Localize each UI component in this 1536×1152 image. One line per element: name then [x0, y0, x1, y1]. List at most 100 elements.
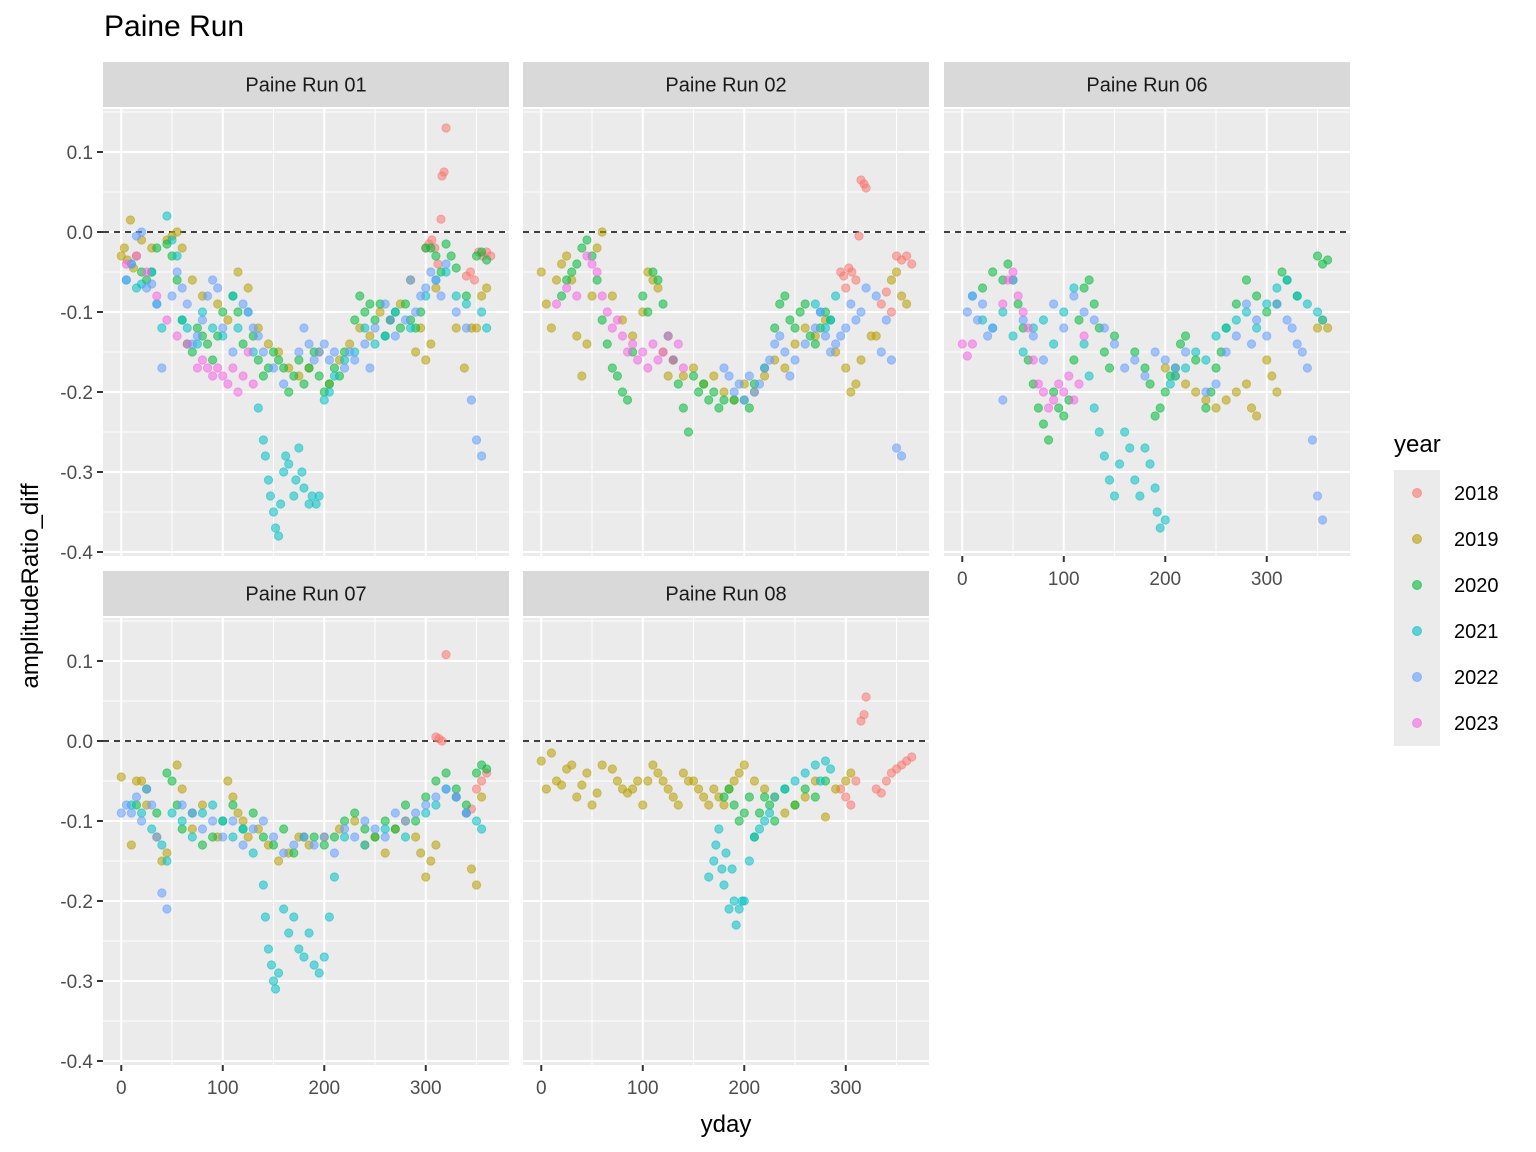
data-point-2019 — [177, 784, 187, 794]
data-point-2022 — [243, 307, 253, 317]
data-point-2019 — [416, 848, 426, 858]
data-point-2022 — [1038, 355, 1049, 365]
data-point-2019 — [1267, 371, 1277, 381]
data-point-2021 — [476, 307, 487, 317]
data-point-2021 — [157, 323, 167, 333]
data-point-2021 — [1094, 427, 1104, 437]
data-point-2019 — [431, 840, 441, 850]
data-point-2020 — [770, 323, 780, 333]
data-point-2019 — [749, 776, 760, 786]
data-point-2020 — [192, 323, 202, 333]
data-point-2018 — [881, 287, 891, 297]
data-point-2022 — [167, 291, 177, 301]
data-point-2018 — [854, 231, 864, 241]
data-point-2018 — [437, 736, 447, 746]
data-point-2022 — [967, 291, 978, 301]
data-point-2021 — [1120, 427, 1130, 437]
data-point-2021 — [714, 824, 724, 834]
data-point-2019 — [612, 776, 622, 786]
data-point-2021 — [284, 928, 294, 938]
data-point-2022 — [1170, 363, 1181, 373]
data-point-2021 — [1231, 315, 1241, 325]
x-tick-label: 300 — [410, 1078, 442, 1099]
data-point-2022 — [294, 347, 304, 357]
data-point-2022 — [466, 395, 477, 405]
x-tick-label: 200 — [308, 1078, 340, 1099]
data-point-2020 — [208, 832, 218, 842]
data-point-2021 — [1241, 307, 1252, 317]
data-point-2019 — [466, 864, 477, 874]
data-point-2018 — [436, 214, 446, 224]
data-point-2020 — [800, 299, 810, 309]
data-point-2022 — [197, 824, 208, 834]
data-point-2022 — [876, 347, 886, 357]
data-point-2022 — [248, 824, 258, 834]
data-point-2021 — [258, 880, 268, 890]
data-point-2023 — [223, 379, 233, 389]
data-point-2022 — [851, 315, 861, 325]
data-point-2020 — [329, 832, 340, 842]
data-point-2021 — [749, 832, 760, 842]
data-point-2021 — [765, 808, 775, 818]
data-point-2019 — [136, 776, 147, 786]
data-point-2018 — [433, 259, 443, 269]
data-point-2021 — [431, 800, 441, 810]
data-point-2022 — [309, 355, 319, 365]
data-point-2021 — [390, 307, 400, 317]
data-point-2019 — [846, 768, 856, 778]
y-tick-label: 0.1 — [67, 143, 93, 164]
data-point-2020 — [258, 832, 268, 842]
data-point-2021 — [187, 832, 197, 842]
data-point-2019 — [790, 339, 800, 349]
panel-background — [103, 109, 509, 556]
data-point-2021 — [238, 824, 248, 834]
data-point-2020 — [770, 816, 780, 826]
data-point-2023 — [643, 363, 653, 373]
data-point-2019 — [592, 788, 602, 798]
data-point-2021 — [717, 864, 727, 874]
data-point-2021 — [1084, 371, 1094, 381]
data-point-2021 — [289, 491, 299, 501]
data-point-2022 — [177, 283, 187, 293]
data-point-2019 — [1312, 323, 1323, 333]
data-point-2023 — [218, 371, 228, 381]
data-point-2022 — [152, 832, 162, 842]
data-point-2021 — [471, 816, 482, 826]
data-point-2022 — [962, 307, 972, 317]
x-tick-label: 100 — [1048, 569, 1080, 590]
data-point-2020 — [709, 387, 719, 397]
data-point-2020 — [482, 764, 492, 774]
data-point-2021 — [299, 483, 309, 493]
data-point-2022 — [431, 275, 441, 285]
x-tick-label: 300 — [830, 1078, 862, 1099]
data-point-2020 — [1099, 347, 1109, 357]
data-point-2021 — [279, 904, 289, 914]
data-point-2020 — [582, 235, 592, 245]
data-point-2020 — [299, 379, 309, 389]
data-point-2019 — [471, 880, 482, 890]
data-point-2019 — [476, 291, 487, 301]
data-point-2022 — [258, 347, 268, 357]
data-point-2019 — [871, 331, 881, 341]
data-point-2022 — [841, 323, 851, 333]
data-point-2022 — [299, 323, 309, 333]
data-point-2020 — [1049, 387, 1059, 397]
legend-label: 2020 — [1454, 575, 1499, 597]
data-point-2019 — [653, 283, 663, 293]
data-point-2022 — [268, 363, 279, 373]
data-point-2021 — [825, 315, 836, 325]
data-point-2021 — [339, 832, 350, 842]
data-point-2020 — [744, 403, 754, 413]
data-point-2020 — [759, 792, 770, 802]
data-point-2021 — [294, 944, 304, 954]
data-point-2021 — [815, 776, 825, 786]
data-point-2020 — [314, 371, 324, 381]
data-point-2018 — [471, 784, 482, 794]
data-point-2021 — [1069, 283, 1079, 293]
y-tick-label: 0.1 — [67, 652, 93, 673]
data-point-2020 — [678, 403, 688, 413]
data-point-2021 — [1140, 443, 1150, 453]
data-point-2021 — [319, 395, 329, 405]
data-point-2021 — [1282, 275, 1292, 285]
data-point-2019 — [597, 760, 607, 770]
